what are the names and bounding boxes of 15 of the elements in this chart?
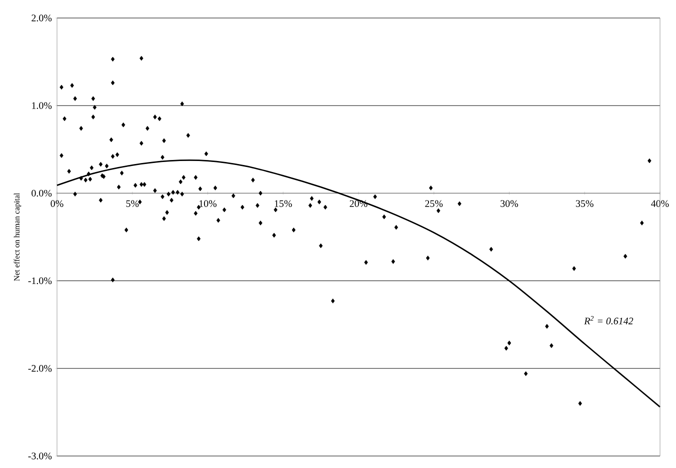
x-tick-label: 10%: [199, 200, 217, 207]
y-tick-label: 1.0%: [32, 102, 52, 109]
x-tick-label: 40%: [651, 200, 669, 207]
y-tick-label: -3.0%: [28, 452, 52, 460]
x-tick-label: 15%: [274, 200, 292, 207]
x-tick-label: 35%: [576, 200, 594, 207]
y-tick-label: 2.0%: [32, 14, 52, 22]
x-tick-label: 30%: [500, 200, 518, 207]
y-tick-label: -2.0%: [28, 365, 52, 372]
x-tick-label: 5%: [126, 200, 139, 207]
y-tick-label: 0.0%: [32, 190, 52, 197]
y-tick-label: -1.0%: [28, 277, 52, 284]
x-tick-label: 0%: [50, 200, 64, 207]
annotation: R$^{2}$ = 0.6142: [584, 316, 634, 324]
x-tick-label: 25%: [425, 200, 443, 207]
